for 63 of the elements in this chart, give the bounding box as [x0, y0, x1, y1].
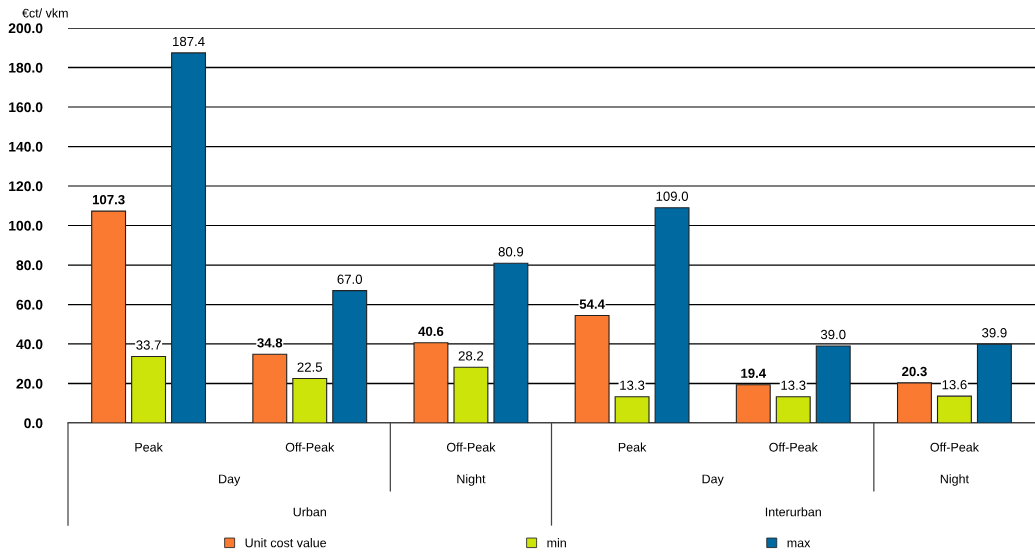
- y-axis-title: €ct/ vkm: [22, 8, 68, 18]
- x-tick-label: Off-Peak: [769, 442, 818, 452]
- legend-label: min: [547, 538, 566, 548]
- data-label: 40.6: [418, 326, 444, 337]
- y-tick-label: 20.0: [16, 378, 43, 389]
- y-tick-label: 0.0: [24, 418, 43, 429]
- bar: [735, 384, 771, 423]
- x-tick-label: Off-Peak: [446, 442, 496, 452]
- data-label: 33.7: [136, 340, 161, 350]
- data-label: 22.5: [297, 362, 323, 372]
- text: Day: [702, 474, 724, 486]
- data-label: 187.4: [173, 36, 205, 47]
- data-label: 80.9: [498, 247, 524, 257]
- y-tick-label: 160.0: [9, 102, 43, 113]
- bar: [936, 395, 972, 423]
- y-tick-label: 200.0: [8, 23, 43, 34]
- y-tick-label: 120.0: [9, 181, 43, 192]
- text: Urban: [293, 507, 326, 517]
- bar: [171, 52, 207, 423]
- data-label: 39.9: [982, 328, 1007, 338]
- data-label: 13.3: [620, 380, 645, 390]
- bar: [493, 262, 529, 423]
- data-label: 107.3: [92, 194, 125, 205]
- legend-label: max: [787, 540, 811, 548]
- text: Day: [219, 474, 241, 486]
- bar: [654, 207, 690, 423]
- data-label: 28.2: [458, 351, 484, 361]
- x-tick-label: Peak: [135, 442, 163, 452]
- y-tick-label: 100.0: [9, 220, 43, 231]
- bar: [775, 396, 811, 423]
- y-tick-label: 40.0: [16, 339, 43, 350]
- data-label: 20.3: [902, 366, 927, 377]
- y-tick-label: 140.0: [9, 141, 43, 152]
- bar: [896, 382, 932, 423]
- text: Night: [457, 474, 486, 486]
- legend-label: Unit cost value: [245, 538, 327, 548]
- y-tick-label: 80.0: [16, 260, 43, 271]
- data-label: 39.0: [820, 329, 846, 340]
- bar: [91, 210, 127, 423]
- x-tick-label: Off-Peak: [285, 442, 335, 452]
- bar: [574, 315, 610, 423]
- x-tick-label: Peak: [618, 442, 647, 452]
- data-label: 19.4: [741, 368, 767, 378]
- bar: [131, 355, 167, 423]
- data-label: 54.4: [579, 299, 605, 309]
- data-label: 34.8: [257, 338, 283, 348]
- bar: [332, 290, 368, 423]
- bar: [453, 366, 489, 423]
- data-label: 13.6: [942, 380, 967, 390]
- data-label: 67.0: [337, 274, 363, 284]
- bar: [815, 345, 851, 423]
- bar: [292, 378, 328, 423]
- data-label: 109.0: [656, 191, 689, 201]
- text: Night: [940, 474, 969, 486]
- bar: [413, 342, 449, 423]
- text: Interurban: [765, 507, 821, 517]
- data-label: 13.3: [781, 380, 806, 390]
- bar: [614, 396, 650, 423]
- bar: [252, 353, 288, 423]
- y-tick-label: 180.0: [9, 62, 43, 73]
- bar: [976, 343, 1012, 423]
- x-tick-label: Off-Peak: [930, 442, 979, 452]
- y-tick-label: 60.0: [16, 299, 43, 310]
